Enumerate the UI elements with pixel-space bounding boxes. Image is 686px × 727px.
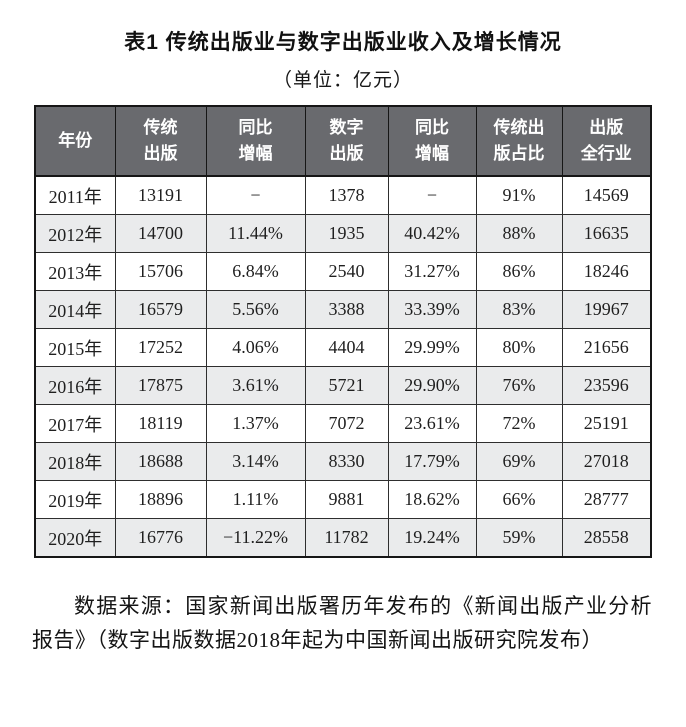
table-cell: 91% (475, 175, 563, 215)
table-cell: 3.61% (205, 366, 306, 405)
table-cell: 16635 (561, 214, 652, 253)
table-cell: 29.99% (387, 328, 477, 367)
table-cell: 19967 (561, 290, 652, 329)
table-row: 2017年 18119 1.37% 7072 23.61% 72% 25191 (34, 404, 652, 443)
table-cell: 40.42% (387, 214, 477, 253)
table-cell: 18688 (114, 442, 207, 481)
table-cell: 2016年 (34, 366, 116, 405)
table-cell: 72% (475, 404, 563, 443)
table-row: 2012年 14700 11.44% 1935 40.42% 88% 16635 (34, 214, 652, 253)
table-cell: 2012年 (34, 214, 116, 253)
table-cell: 28777 (561, 480, 652, 519)
table-cell: 6.84% (205, 252, 306, 291)
table-cell: 59% (475, 518, 563, 558)
table-cell: 16776 (114, 518, 207, 558)
table-cell: 14569 (561, 175, 652, 215)
table-cell: 1378 (304, 175, 389, 215)
table-cell: 5721 (304, 366, 389, 405)
table-row: 2020年 16776 −11.22% 11782 19.24% 59% 28558 (34, 518, 652, 558)
table-cell: 86% (475, 252, 563, 291)
table-cell: 3388 (304, 290, 389, 329)
table-cell: 1.37% (205, 404, 306, 443)
table-row: 2015年 17252 4.06% 4404 29.99% 80% 21656 (34, 328, 652, 367)
table-cell: 2540 (304, 252, 389, 291)
table-cell: 2015年 (34, 328, 116, 367)
table-cell: 88% (475, 214, 563, 253)
table-cell: 17.79% (387, 442, 477, 481)
table-row: 2014年 16579 5.56% 3388 33.39% 83% 19967 (34, 290, 652, 329)
table-cell: 31.27% (387, 252, 477, 291)
table-cell: − (205, 175, 306, 215)
table-cell: − (387, 175, 477, 215)
table-cell: 21656 (561, 328, 652, 367)
table-cell: 2013年 (34, 252, 116, 291)
column-header: 出版 全行业 (561, 105, 652, 177)
table-cell: 18246 (561, 252, 652, 291)
table-row: 2018年 18688 3.14% 8330 17.79% 69% 27018 (34, 442, 652, 481)
table-cell: 27018 (561, 442, 652, 481)
table-cell: 2018年 (34, 442, 116, 481)
table-cell: 2011年 (34, 175, 116, 215)
table-cell: 15706 (114, 252, 207, 291)
table-cell: 11782 (304, 518, 389, 558)
table-row: 2011年 13191−1378−91% 14569 (34, 175, 652, 215)
table-cell: 25191 (561, 404, 652, 443)
table-cell: 16579 (114, 290, 207, 329)
table-cell: 17252 (114, 328, 207, 367)
table-cell: 8330 (304, 442, 389, 481)
table-cell: 33.39% (387, 290, 477, 329)
table-cell: 28558 (561, 518, 652, 558)
column-header: 数字 出版 (304, 105, 389, 177)
table-cell: 18896 (114, 480, 207, 519)
table-cell: 3.14% (205, 442, 306, 481)
table-cell: 19.24% (387, 518, 477, 558)
table-cell: 11.44% (205, 214, 306, 253)
column-header: 年份 (34, 105, 116, 177)
table-cell: 23596 (561, 366, 652, 405)
table-row: 2013年 15706 6.84% 2540 31.27% 86% 18246 (34, 252, 652, 291)
table-cell: 2017年 (34, 404, 116, 443)
table-cell: 23.61% (387, 404, 477, 443)
table-cell: 14700 (114, 214, 207, 253)
table-cell: 66% (475, 480, 563, 519)
table-cell: 69% (475, 442, 563, 481)
table-cell: 7072 (304, 404, 389, 443)
table-cell: −11.22% (205, 518, 306, 558)
table-cell: 2014年 (34, 290, 116, 329)
table-cell: 76% (475, 366, 563, 405)
table-cell: 4.06% (205, 328, 306, 367)
table-cell: 17875 (114, 366, 207, 405)
table-cell: 1.11% (205, 480, 306, 519)
table-cell: 4404 (304, 328, 389, 367)
column-header: 传统出 版占比 (475, 105, 563, 177)
table-cell: 83% (475, 290, 563, 329)
table-cell: 18.62% (387, 480, 477, 519)
unit-note: （单位：亿元） (272, 70, 413, 91)
table-cell: 5.56% (205, 290, 306, 329)
data-table: 年份 传统 出版 同比 增幅 数字 出版 同比 增幅 传统出 版占比 出版 全行业 2011年 13191… (34, 105, 652, 558)
table-cell: 2019年 (34, 480, 116, 519)
table-header-row: 年份 传统 出版 同比 增幅 数字 出版 同比 增幅 传统出 版占比 出版 全行业 (34, 105, 652, 177)
page-title: 表1 传统出版业与数字出版业收入及增长情况 (124, 31, 562, 54)
column-header: 传统 出版 (114, 105, 207, 177)
table-cell: 18119 (114, 404, 207, 443)
table-cell: 2020年 (34, 518, 116, 558)
table-cell: 13191 (114, 175, 207, 215)
table-cell: 29.90% (387, 366, 477, 405)
table-cell: 1935 (304, 214, 389, 253)
table-cell: 80% (475, 328, 563, 367)
table-cell: 9881 (304, 480, 389, 519)
table-row: 2016年 17875 3.61% 5721 29.90% 76% 23596 (34, 366, 652, 405)
column-header: 同比 增幅 (387, 105, 477, 177)
table-row: 2019年 18896 1.11% 9881 18.62% 66% 28777 (34, 480, 652, 519)
column-header: 同比 增幅 (205, 105, 306, 177)
source-note: 数据来源：国家新闻出版署历年发布的《新闻出版产业分析报告》（数字出版数据2018… (32, 594, 652, 653)
